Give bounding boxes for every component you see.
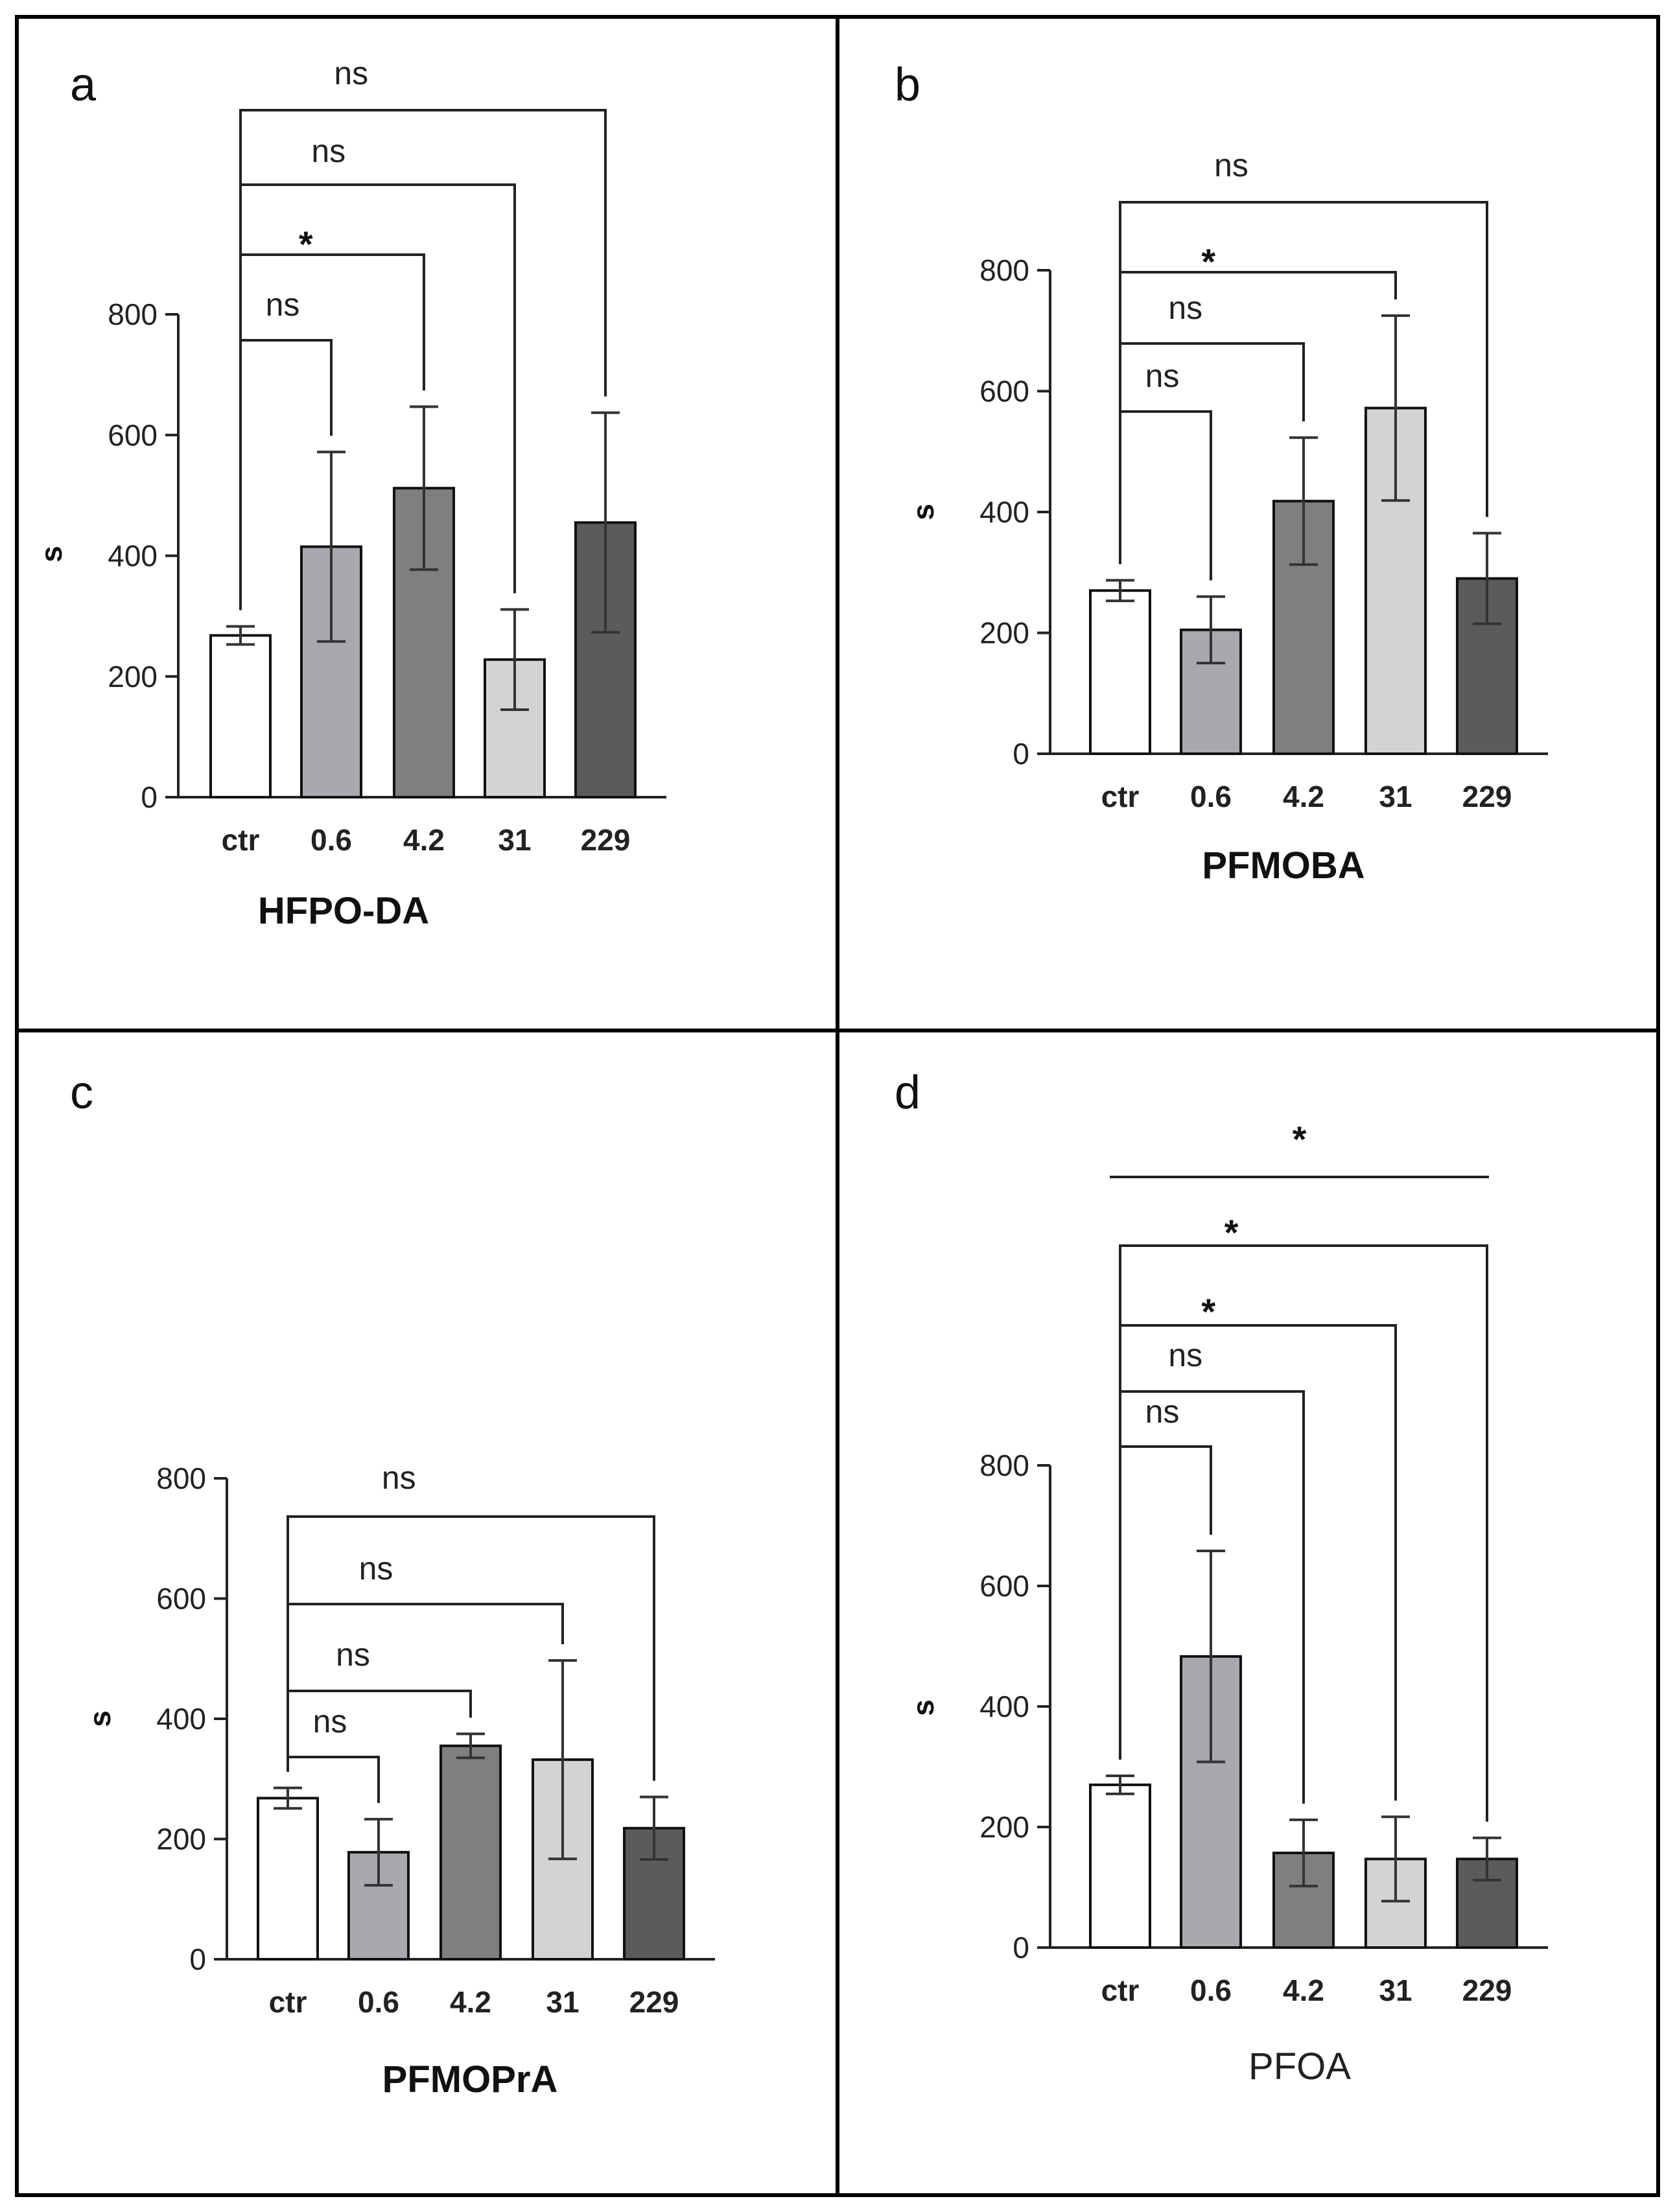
y-tick-label: 400 bbox=[979, 495, 1029, 529]
panel-frame bbox=[15, 15, 1660, 2197]
x-tick-label: 4.2 bbox=[450, 1985, 491, 2019]
y-tick-label: 200 bbox=[979, 1810, 1029, 1844]
x-axis-title: PFOA bbox=[1248, 2045, 1351, 2088]
significance-label: * bbox=[1201, 1291, 1215, 1332]
y-tick-label: 600 bbox=[108, 418, 158, 452]
significance-bracket bbox=[1119, 1244, 1488, 1822]
x-tick-label: 229 bbox=[1462, 780, 1512, 813]
significance-label: * bbox=[1201, 241, 1215, 282]
x-tick-label: 31 bbox=[498, 823, 531, 857]
significance-bracket bbox=[239, 109, 607, 611]
chart-panel-b: b 0 200 400 600 800 s ctr 0.6 4.2 31 229 PFMOBA ns ns *… bbox=[895, 59, 1548, 887]
y-tick-label: 600 bbox=[156, 1582, 206, 1616]
significance-label: ns bbox=[1145, 1393, 1180, 1430]
significance-bracket bbox=[287, 1603, 564, 1772]
significance-bracket bbox=[239, 183, 516, 611]
x-axis-title: PFMOBA bbox=[1202, 844, 1365, 887]
x-tick-label: ctr bbox=[222, 823, 260, 857]
y-tick-label: 0 bbox=[1013, 1931, 1029, 1964]
significance-label: ns bbox=[1168, 290, 1202, 326]
x-tick-label: 31 bbox=[546, 1985, 579, 2019]
y-tick-label: 400 bbox=[979, 1690, 1029, 1723]
x-tick-label: 31 bbox=[1379, 780, 1412, 813]
chart-panel-c: c 0 200 400 600 800 s ctr 0.6 4.2 31 229 PFMOPrA ns ns… bbox=[70, 1067, 715, 2101]
y-tick-label: 0 bbox=[189, 1942, 206, 1976]
y-tick-label: 800 bbox=[108, 297, 158, 331]
significance-label: * bbox=[299, 224, 313, 264]
panel-label: b bbox=[895, 59, 920, 111]
y-tick-label: 400 bbox=[108, 539, 158, 573]
x-tick-label: 4.2 bbox=[403, 823, 445, 857]
significance-label: ns bbox=[313, 1703, 347, 1740]
significance-label: ns bbox=[334, 55, 368, 91]
y-axis-label: s bbox=[906, 1699, 940, 1716]
x-tick-label: 229 bbox=[581, 823, 631, 857]
bar-ctr bbox=[209, 634, 272, 798]
y-tick-label: 200 bbox=[979, 616, 1029, 650]
significance-label: ns bbox=[311, 133, 346, 169]
y-axis-label: s bbox=[83, 1710, 117, 1727]
x-tick-label: 31 bbox=[1379, 1973, 1412, 2007]
x-tick-label: 0.6 bbox=[1190, 780, 1232, 813]
chart-panel-a: a 0 200 400 600 800 s ctr 0.6 4.2 31 229 HFPO-DA ns * n… bbox=[34, 55, 666, 932]
x-tick-label: ctr bbox=[269, 1985, 307, 2019]
y-tick-label: 800 bbox=[979, 1449, 1029, 1482]
x-axis-title: HFPO-DA bbox=[258, 890, 429, 932]
y-axis-label: s bbox=[34, 546, 68, 563]
panel-label: a bbox=[70, 59, 97, 111]
y-tick-label: 800 bbox=[156, 1461, 206, 1495]
x-tick-label: 229 bbox=[1462, 1973, 1512, 2007]
bar-4.2 bbox=[439, 1744, 502, 1961]
bar-ctr bbox=[1089, 589, 1151, 755]
panel-label: c bbox=[70, 1067, 93, 1119]
x-axis-title: PFMOPrA bbox=[382, 2058, 558, 2101]
significance-label: * bbox=[1293, 1119, 1307, 1159]
significance-label: ns bbox=[382, 1460, 416, 1496]
significance-bracket bbox=[287, 1515, 655, 1781]
significance-label: * bbox=[1224, 1212, 1239, 1253]
y-tick-label: 600 bbox=[979, 1569, 1029, 1603]
x-tick-label: 229 bbox=[629, 1985, 679, 2019]
x-tick-label: ctr bbox=[1101, 1973, 1140, 2007]
y-tick-label: 200 bbox=[108, 660, 158, 693]
x-tick-label: 0.6 bbox=[1190, 1973, 1232, 2007]
significance-label: ns bbox=[266, 286, 300, 323]
significance-bracket bbox=[1119, 201, 1488, 565]
x-tick-label: 4.2 bbox=[1283, 780, 1324, 813]
x-tick-label: 0.6 bbox=[358, 1985, 399, 2019]
y-axis-label: s bbox=[906, 504, 940, 520]
significance-label: ns bbox=[1145, 358, 1180, 394]
y-tick-label: 0 bbox=[1013, 737, 1029, 771]
significance-bracket bbox=[287, 1756, 380, 1803]
x-tick-label: 0.6 bbox=[310, 823, 352, 857]
panel-label: d bbox=[895, 1067, 920, 1119]
significance-label: ns bbox=[1168, 1337, 1202, 1373]
significance-bracket bbox=[1119, 410, 1212, 581]
y-tick-label: 600 bbox=[979, 375, 1029, 408]
y-tick-label: 800 bbox=[979, 253, 1029, 287]
y-tick-label: 400 bbox=[156, 1702, 206, 1736]
significance-bracket bbox=[1119, 271, 1397, 565]
significance-label: ns bbox=[336, 1636, 370, 1673]
bar-ctr bbox=[257, 1797, 319, 1961]
bar-ctr bbox=[1089, 1783, 1151, 1949]
x-tick-label: ctr bbox=[1101, 780, 1140, 813]
x-tick-label: 4.2 bbox=[1283, 1973, 1324, 2007]
significance-label: ns bbox=[1214, 147, 1248, 183]
y-tick-label: 0 bbox=[141, 780, 158, 814]
y-tick-label: 200 bbox=[156, 1822, 206, 1856]
significance-label: ns bbox=[359, 1550, 393, 1587]
